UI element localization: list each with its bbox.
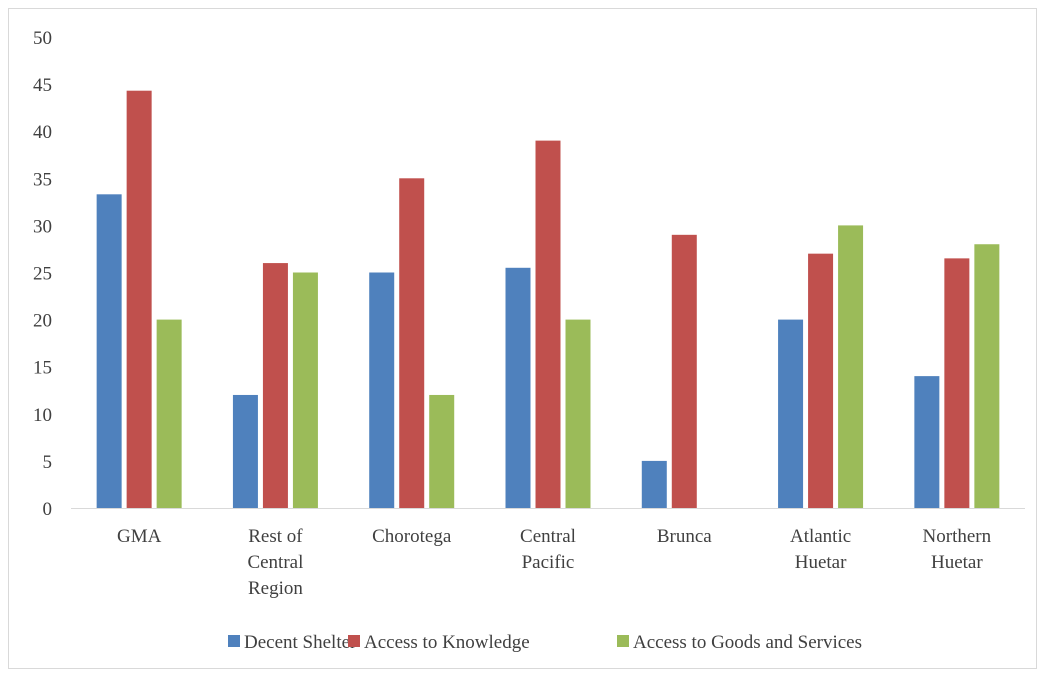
legend-item[interactable]: Access to Goods and Services (617, 632, 862, 653)
bars (96, 90, 1000, 509)
category-labels: GMA Rest of Central Region Chorotega Central P… (117, 526, 992, 599)
bar[interactable] (641, 460, 667, 508)
bar[interactable] (156, 319, 182, 508)
category-label-line: Pacific (522, 552, 575, 573)
category-label: Brunca (657, 526, 712, 547)
legend[interactable]: Decent Shelter Access to Knowledge Access … (228, 632, 862, 653)
category-label: Atlantic Huetar (790, 526, 851, 573)
category-label: Rest of Central Region (247, 526, 303, 599)
y-tick-label: 35 (33, 169, 52, 190)
y-tick-label: 30 (33, 216, 52, 237)
legend-swatch (348, 635, 360, 647)
bar[interactable] (808, 253, 834, 508)
bar[interactable] (262, 263, 288, 508)
chart-frame (8, 8, 1037, 669)
bar[interactable] (126, 90, 152, 508)
category-label-line: Huetar (795, 552, 847, 573)
bar[interactable] (96, 194, 122, 508)
bar[interactable] (429, 394, 455, 508)
category-label-line: Central (520, 526, 576, 547)
bar[interactable] (505, 267, 531, 508)
bar[interactable] (778, 319, 804, 508)
y-tick-label: 50 (33, 28, 52, 49)
bar[interactable] (565, 319, 591, 508)
y-tick-label: 25 (33, 264, 52, 285)
legend-item[interactable]: Access to Knowledge (348, 632, 530, 653)
y-tick-label: 5 (43, 452, 53, 473)
category-label-line: GMA (117, 526, 162, 547)
category-label: GMA (117, 526, 162, 547)
legend-label: Decent Shelter (244, 632, 357, 653)
bar[interactable] (914, 376, 940, 508)
bar[interactable] (369, 272, 395, 509)
legend-item[interactable]: Decent Shelter (228, 632, 357, 653)
category-label: Chorotega (372, 526, 452, 547)
category-label-line: Central (247, 552, 303, 573)
category-label-line: Chorotega (372, 526, 452, 547)
bar[interactable] (944, 258, 970, 508)
bar[interactable] (671, 234, 697, 508)
bar[interactable] (535, 140, 561, 508)
y-tick-label: 40 (33, 122, 52, 143)
category-label-line: Atlantic (790, 526, 851, 547)
legend-swatch (617, 635, 629, 647)
bar[interactable] (292, 272, 318, 509)
category-label-line: Huetar (931, 552, 983, 573)
legend-label: Access to Goods and Services (633, 632, 862, 653)
category-label-line: Northern (923, 526, 992, 547)
y-axis-ticks: 0 5 10 15 20 25 30 35 40 45 50 (33, 28, 52, 520)
y-tick-label: 0 (43, 499, 53, 520)
bar[interactable] (232, 394, 258, 508)
bar[interactable] (399, 178, 425, 509)
category-label: Central Pacific (520, 526, 576, 573)
category-label-line: Brunca (657, 526, 712, 547)
y-tick-label: 10 (33, 405, 52, 426)
category-label: Northern Huetar (923, 526, 992, 573)
bar[interactable] (838, 225, 864, 508)
y-tick-label: 15 (33, 358, 52, 379)
y-tick-label: 45 (33, 75, 52, 96)
y-tick-label: 20 (33, 311, 52, 332)
legend-swatch (228, 635, 240, 647)
legend-label: Access to Knowledge (364, 632, 530, 653)
bar[interactable] (974, 244, 1000, 509)
category-label-line: Rest of (248, 526, 303, 547)
category-label-line: Region (248, 578, 303, 599)
